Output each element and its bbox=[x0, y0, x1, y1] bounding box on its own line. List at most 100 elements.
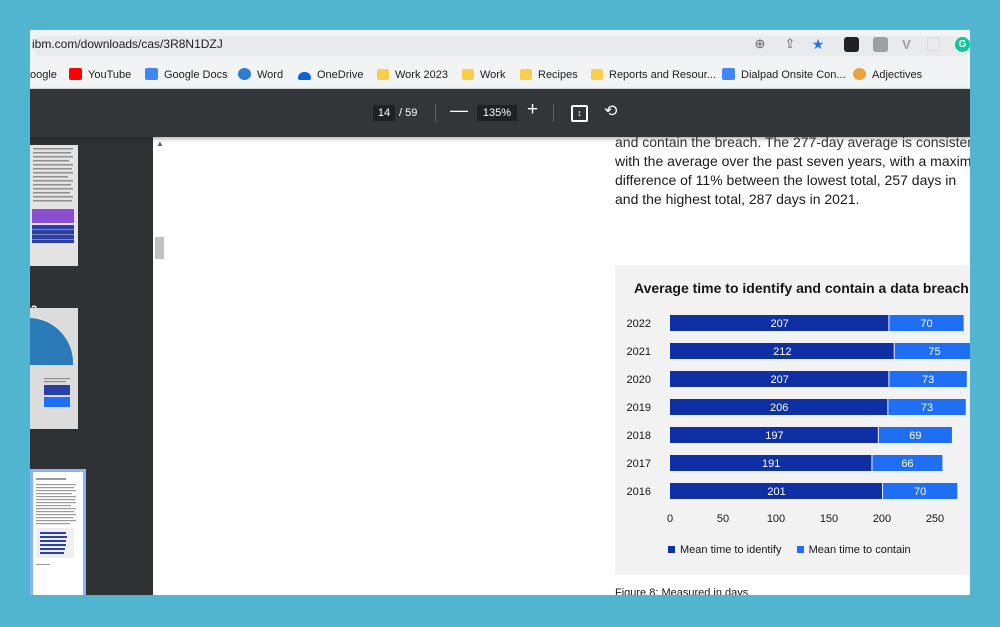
body-line: with the average over the past seven yea… bbox=[615, 153, 970, 169]
bar-value-label: 69 bbox=[909, 430, 921, 442]
bookmark-work-2023[interactable]: Work 2023 bbox=[377, 67, 448, 83]
bar-contain bbox=[894, 343, 970, 359]
bar-identify bbox=[670, 427, 878, 443]
bookmark-reports[interactable]: Reports and Resour... bbox=[591, 67, 716, 83]
zoom-in-button[interactable]: + bbox=[527, 99, 539, 120]
extension-icon[interactable] bbox=[927, 37, 940, 51]
bar-contain bbox=[889, 315, 964, 331]
folder-icon bbox=[377, 69, 389, 80]
google-docs-icon bbox=[145, 68, 158, 80]
extension-icon[interactable] bbox=[873, 37, 888, 52]
x-tick-label: 150 bbox=[820, 513, 838, 525]
bar-identify bbox=[670, 371, 889, 387]
bookmark-onedrive[interactable]: OneDrive bbox=[298, 67, 363, 83]
bookmark-recipes[interactable]: Recipes bbox=[520, 67, 578, 83]
legend-label: Mean time to identify bbox=[680, 544, 782, 556]
bar-value-label: 201 bbox=[767, 486, 785, 498]
bookmark-word[interactable]: Word bbox=[238, 67, 283, 83]
bookmark-label: YouTube bbox=[88, 69, 132, 81]
page-thumbnail[interactable] bbox=[30, 308, 78, 429]
bookmark-work[interactable]: Work bbox=[462, 67, 505, 83]
thumbnail-preview bbox=[32, 148, 74, 243]
google-docs-icon bbox=[722, 68, 735, 80]
browser-window: ibm.com/downloads/cas/3R8N1DZJ ⊕ ⇪ ★ V G… bbox=[30, 30, 970, 595]
bar-value-label: 207 bbox=[771, 374, 789, 386]
bookmarks-bar: oogle YouTube Google Docs Word OneDrive … bbox=[30, 60, 970, 89]
legend-swatch bbox=[668, 546, 675, 553]
bar-value-label: 66 bbox=[901, 458, 913, 470]
body-line: and contain the breach. The 277-day aver… bbox=[615, 134, 970, 150]
legend-swatch bbox=[796, 546, 804, 553]
thumbnail-sidebar: 2 3 bbox=[30, 137, 153, 595]
bookmark-favicon bbox=[853, 68, 866, 80]
bookmark-label: Word bbox=[257, 69, 284, 81]
sidebar-scrollbar[interactable]: ▲ bbox=[153, 137, 167, 595]
bookmark-label: Recipes bbox=[538, 69, 578, 81]
bookmark-google-docs[interactable]: Google Docs bbox=[145, 67, 228, 83]
bookmark-label: Dialpad Onsite Con... bbox=[741, 69, 846, 81]
grammarly-icon[interactable]: G bbox=[955, 37, 970, 52]
page-thumbnail-current[interactable] bbox=[30, 469, 86, 595]
body-line: and the highest total, 287 days in 2021. bbox=[615, 191, 860, 207]
stacked-bar-chart: 2022 207 70 2021 212 75 2020 207 73 2019 206 73 2018… bbox=[627, 315, 970, 525]
page-number-input[interactable]: 14 bbox=[373, 105, 395, 121]
share-icon[interactable]: ⇪ bbox=[784, 36, 796, 51]
bar-identify bbox=[670, 483, 883, 499]
x-tick-label: 100 bbox=[767, 513, 785, 525]
bookmark-youtube[interactable]: YouTube bbox=[69, 67, 131, 83]
zoom-out-button[interactable]: — bbox=[450, 100, 468, 120]
page-thumbnail[interactable] bbox=[30, 145, 78, 266]
x-tick-label: 0 bbox=[667, 513, 673, 525]
rotate-icon[interactable]: ⟲ bbox=[604, 103, 618, 120]
pdf-toolbar: 14 / 59 — 135% + ↕ ⟲ bbox=[30, 89, 970, 137]
scrollbar-thumb[interactable] bbox=[155, 237, 164, 259]
legend-label: Mean time to contain bbox=[808, 544, 911, 556]
youtube-icon bbox=[69, 68, 82, 80]
bar-identify bbox=[670, 315, 889, 331]
thumbnail-preview bbox=[30, 318, 74, 407]
vimeo-extension-icon[interactable]: V bbox=[902, 37, 911, 52]
scroll-up-arrow-icon[interactable]: ▲ bbox=[156, 139, 164, 148]
zoom-level-input[interactable]: 135% bbox=[477, 105, 517, 121]
zoom-icon[interactable]: ⊕ bbox=[754, 36, 766, 51]
x-tick-label: 50 bbox=[717, 513, 729, 525]
bar-identify bbox=[670, 455, 872, 471]
bar-value-label: 197 bbox=[765, 430, 783, 442]
fit-to-page-icon[interactable]: ↕ bbox=[571, 105, 588, 122]
category-label: 2016 bbox=[627, 486, 651, 498]
body-text: and contain the breach. The 277-day aver… bbox=[615, 134, 970, 209]
bar-contain bbox=[889, 371, 967, 387]
bar-value-label: 75 bbox=[928, 346, 940, 358]
bookmark-label: Work 2023 bbox=[395, 69, 448, 81]
page-total: / 59 bbox=[399, 107, 418, 119]
bookmark-dialpad[interactable]: Dialpad Onsite Con... bbox=[722, 67, 846, 83]
bookmark-label: Work bbox=[480, 69, 506, 81]
bar-identify bbox=[670, 343, 894, 359]
onedrive-icon bbox=[298, 72, 311, 80]
category-label: 2018 bbox=[627, 430, 651, 442]
category-label: 2022 bbox=[627, 318, 651, 330]
bookmark-star-icon[interactable]: ★ bbox=[811, 36, 825, 52]
extension-icon[interactable] bbox=[844, 37, 859, 52]
thumbnail-preview bbox=[36, 478, 76, 565]
bar-value-label: 191 bbox=[762, 458, 780, 470]
body-line: difference of 11% between the lowest tot… bbox=[615, 172, 957, 188]
x-tick-label: 200 bbox=[873, 513, 891, 525]
bar-value-label: 73 bbox=[921, 402, 933, 414]
bookmark-label: Google Docs bbox=[164, 69, 228, 81]
category-label: 2017 bbox=[627, 458, 651, 470]
url-field[interactable]: ibm.com/downloads/cas/3R8N1DZJ bbox=[32, 36, 970, 56]
word-icon bbox=[238, 68, 251, 80]
folder-icon bbox=[591, 69, 603, 80]
toolbar-divider bbox=[553, 104, 554, 122]
bar-contain bbox=[883, 483, 958, 499]
bar-contain bbox=[872, 455, 943, 471]
bar-identify bbox=[670, 399, 888, 415]
bookmark-google[interactable]: oogle bbox=[30, 67, 57, 83]
figure-caption: Figure 8: Measured in days bbox=[615, 587, 749, 595]
bookmark-adjectives[interactable]: Adjectives bbox=[853, 67, 922, 83]
toolbar-divider bbox=[435, 104, 436, 122]
category-label: 2020 bbox=[627, 374, 651, 386]
category-label: 2021 bbox=[627, 346, 651, 358]
address-bar-row: ibm.com/downloads/cas/3R8N1DZJ ⊕ ⇪ ★ V G bbox=[30, 30, 970, 60]
